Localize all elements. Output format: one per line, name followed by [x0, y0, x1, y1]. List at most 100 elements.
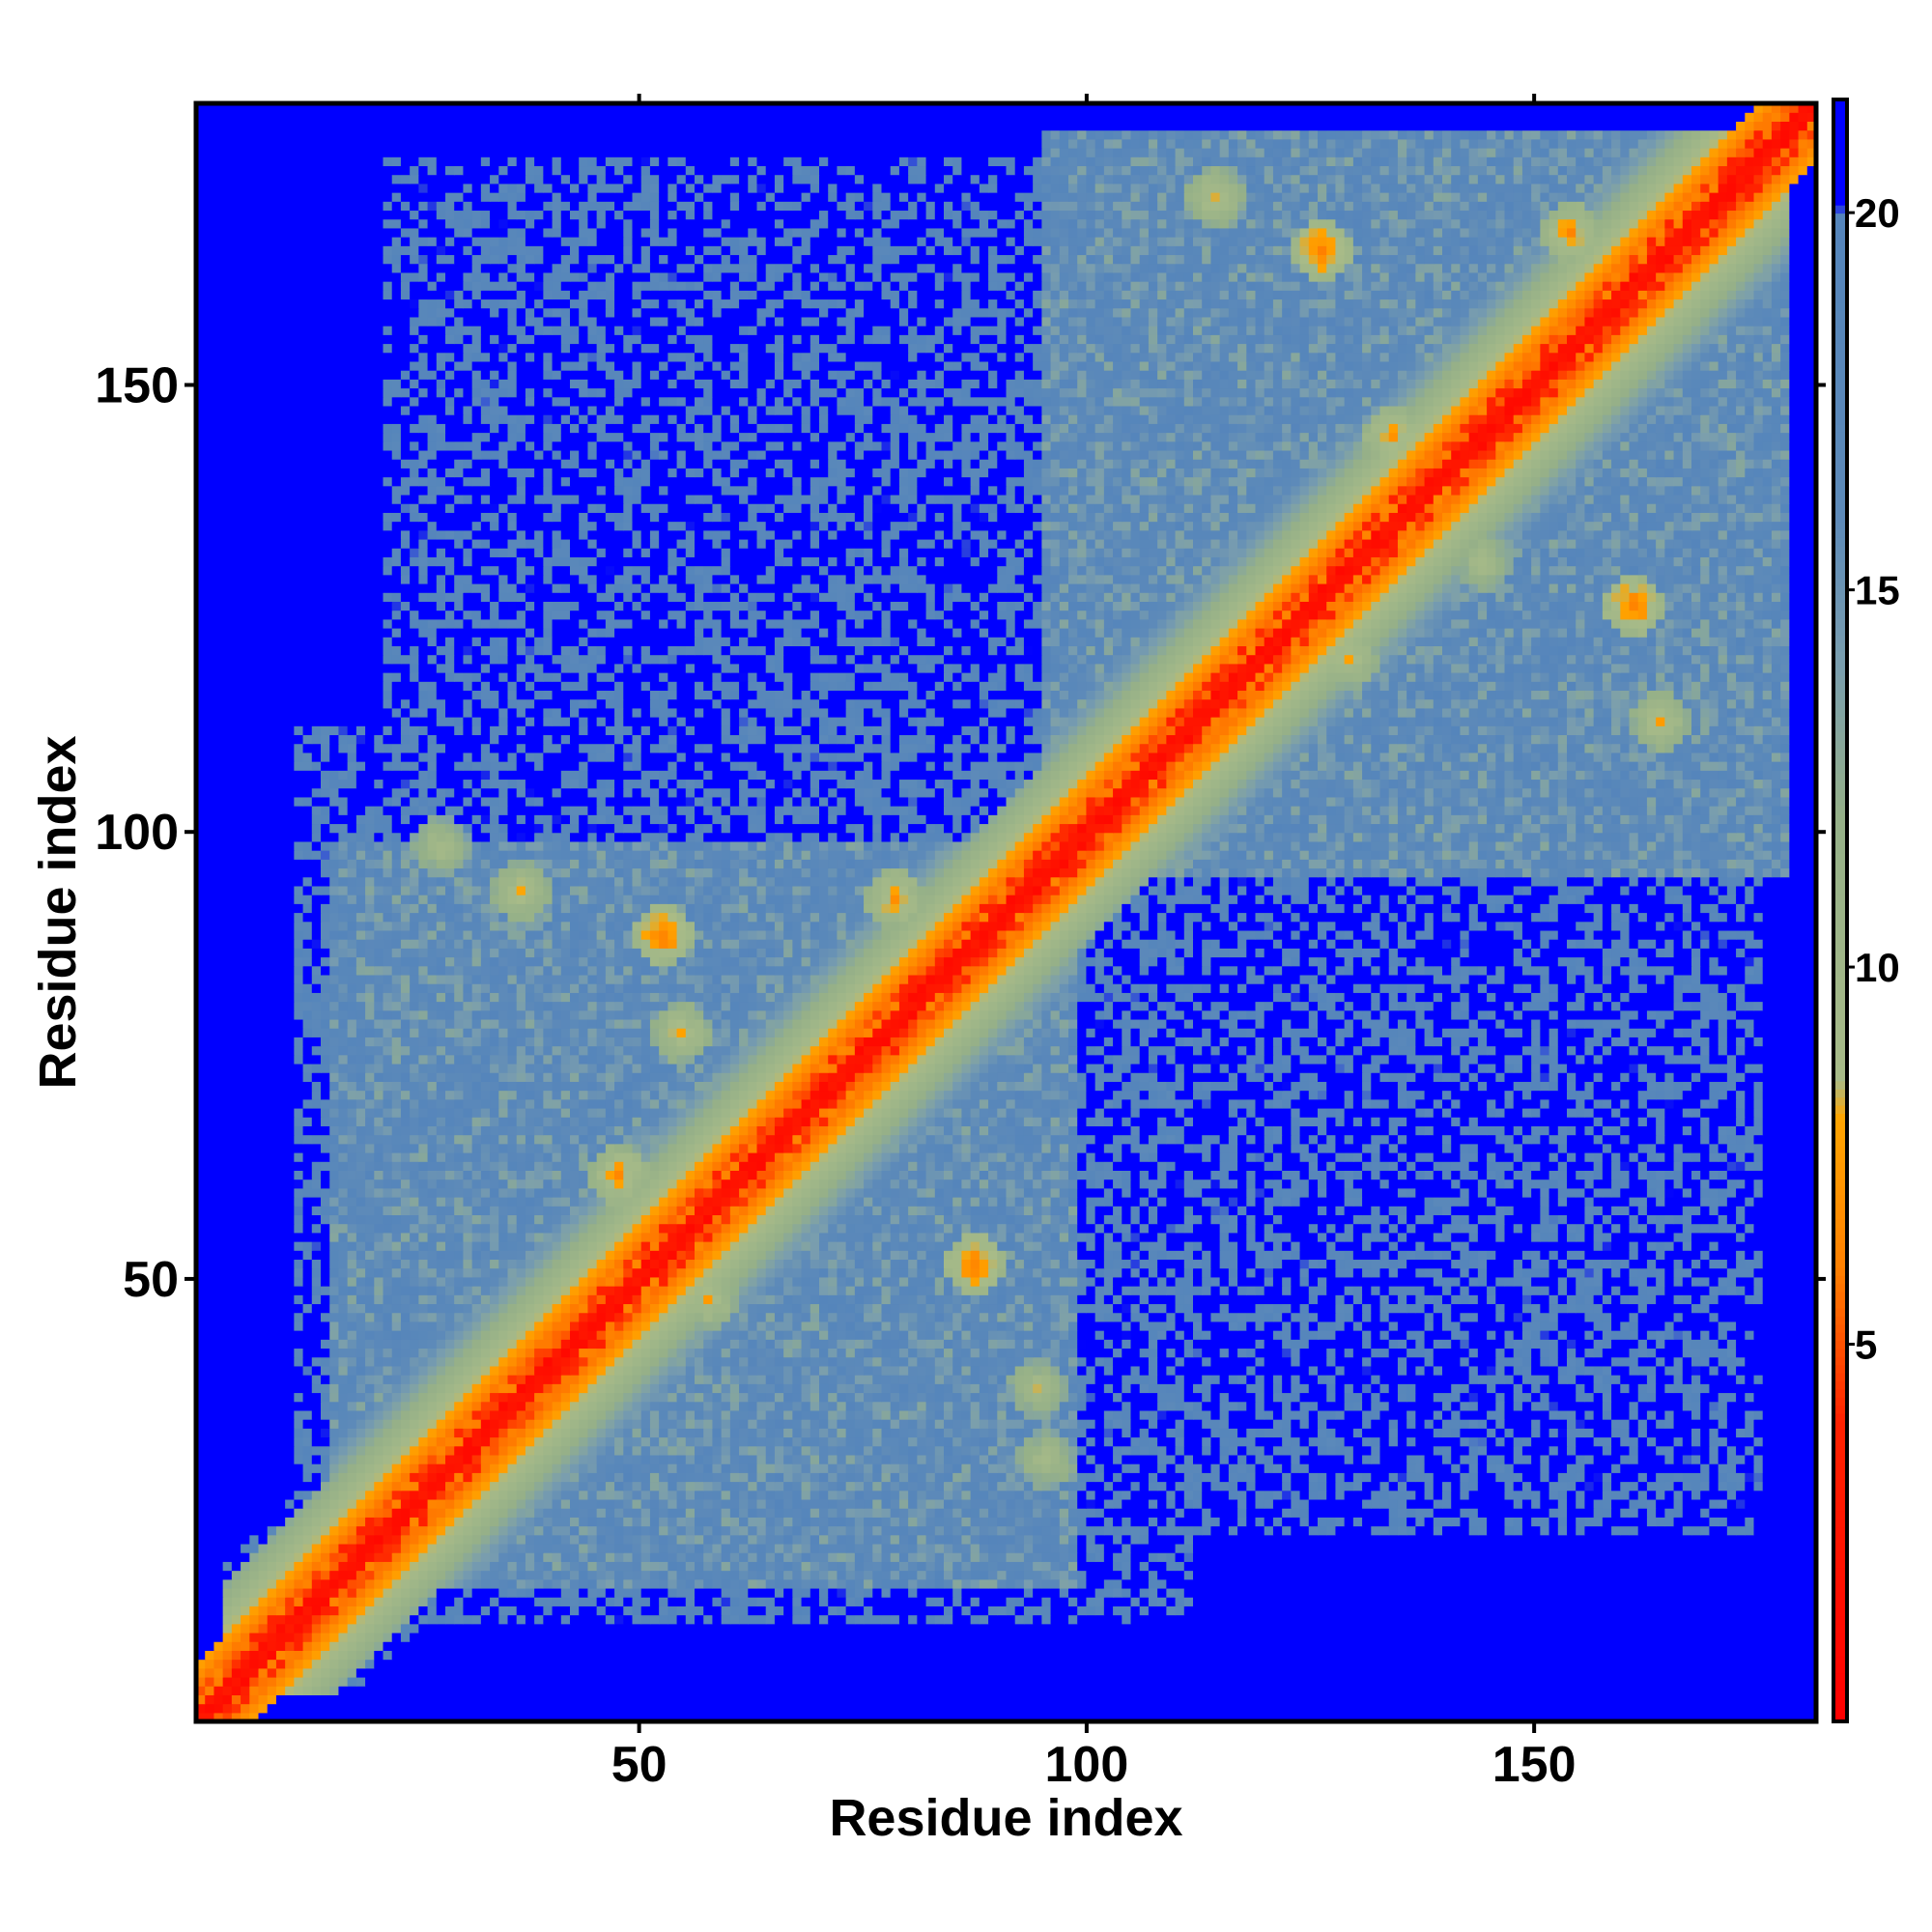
- heatmap-cell: [1709, 1472, 1719, 1483]
- heatmap-cell: [1246, 1321, 1257, 1331]
- heatmap-cell: [1122, 1472, 1150, 1483]
- heatmap-cell: [1593, 1409, 1604, 1420]
- heatmap-cell: [587, 1409, 598, 1420]
- heatmap-cell: [498, 1508, 509, 1518]
- heatmap-cell: [1576, 1365, 1586, 1376]
- heatmap-cell: [1753, 1294, 1764, 1305]
- heatmap-cell: [525, 1614, 535, 1625]
- heatmap-cell: [1424, 1481, 1435, 1492]
- heatmap-cell: [881, 1525, 892, 1536]
- heatmap-cell: [668, 1481, 678, 1492]
- heatmap-cell: [944, 1597, 953, 1606]
- heatmap-cell: [783, 1348, 793, 1358]
- heatmap-cell: [1050, 1401, 1061, 1411]
- heatmap-cell: [427, 1534, 438, 1545]
- heatmap-cell: [1210, 1356, 1257, 1367]
- heatmap-cell: [1059, 1294, 1069, 1305]
- heatmap-cell: [676, 1339, 687, 1350]
- heatmap-cell: [1050, 1321, 1061, 1331]
- heatmap-cell: [347, 1534, 357, 1545]
- heatmap-cell: [436, 1286, 446, 1295]
- heatmap-cell: [1468, 1294, 1479, 1305]
- heatmap-cell: [1451, 1445, 1470, 1456]
- heatmap-cell: [570, 1587, 580, 1598]
- heatmap-cell: [1397, 1383, 1407, 1394]
- heatmap-cell: [1521, 1365, 1532, 1376]
- heatmap-cell: [347, 1623, 357, 1634]
- heatmap-cell: [1077, 1472, 1088, 1483]
- heatmap-cell: [1718, 1481, 1728, 1492]
- heatmap-cell: [1557, 1339, 1568, 1350]
- heatmap-cell: [267, 1614, 277, 1625]
- heatmap-cell: [552, 1321, 571, 1331]
- heatmap-cell: [463, 1428, 473, 1438]
- heatmap-cell: [365, 1339, 375, 1350]
- heatmap-cell: [1691, 1409, 1701, 1420]
- heatmap-cell: [365, 1623, 375, 1634]
- heatmap-cell: [898, 1303, 909, 1314]
- heatmap-cell: [845, 1339, 856, 1350]
- heatmap-cell: [890, 1392, 900, 1403]
- heatmap-cell: [988, 1508, 998, 1518]
- heatmap-cell: [454, 1286, 465, 1295]
- heatmap-cell: [525, 1587, 535, 1598]
- heatmap-cell: [338, 1543, 349, 1553]
- heatmap-cell: [1576, 1409, 1586, 1420]
- heatmap-cell: [570, 1428, 580, 1438]
- heatmap-cell: [614, 1436, 624, 1447]
- heatmap-cell: [756, 1330, 767, 1340]
- heatmap-cell: [436, 1508, 446, 1518]
- heatmap-cell: [1557, 1348, 1568, 1358]
- heatmap-cell: [516, 1375, 526, 1384]
- heatmap-cell: [721, 1587, 731, 1598]
- heatmap-cell: [632, 1490, 642, 1500]
- heatmap-cell: [1050, 1445, 1061, 1456]
- heatmap-cell: [516, 1463, 526, 1473]
- heatmap-cell: [934, 1543, 945, 1553]
- heatmap-cell: [258, 1543, 269, 1553]
- heatmap-cell: [1157, 1525, 1167, 1536]
- heatmap-cell: [1282, 1348, 1292, 1358]
- heatmap-cell: [471, 1454, 482, 1464]
- heatmap-cell: [1041, 1498, 1052, 1509]
- heatmap-cell: [1362, 1303, 1372, 1314]
- heatmap-cell: [355, 1490, 366, 1500]
- heatmap-cell: [321, 1570, 330, 1580]
- heatmap-cell: [1014, 1312, 1025, 1322]
- heatmap-cell: [864, 1339, 873, 1350]
- heatmap-cell: [534, 1321, 544, 1331]
- heatmap-cell: [534, 1481, 544, 1492]
- heatmap-cell: [1023, 1294, 1034, 1305]
- heatmap-cell: [997, 1409, 1008, 1420]
- heatmap-cell: [1531, 1392, 1541, 1403]
- heatmap-cell: [845, 1561, 856, 1572]
- heatmap-cell: [1299, 1312, 1310, 1322]
- heatmap-cell: [756, 1481, 767, 1492]
- heatmap-cell: [944, 1490, 953, 1500]
- heatmap-cell: [471, 1614, 482, 1625]
- heatmap-cell: [979, 1419, 989, 1429]
- heatmap-cell: [1318, 1481, 1327, 1492]
- heatmap-cell: [668, 1356, 678, 1367]
- heatmap-cell: [1646, 1330, 1657, 1340]
- heatmap-cell: [1611, 1428, 1621, 1438]
- heatmap-cell: [952, 1561, 963, 1572]
- heatmap-cell: [695, 1614, 704, 1625]
- heatmap-cell: [596, 1587, 607, 1598]
- heatmap-cell: [614, 1375, 624, 1384]
- heatmap-cell: [1629, 1365, 1639, 1376]
- heatmap-cell: [1166, 1312, 1177, 1322]
- heatmap-cell: [445, 1454, 455, 1464]
- heatmap-cell: [365, 1463, 375, 1473]
- heatmap-cell: [400, 1508, 411, 1518]
- heatmap-cell: [1094, 1463, 1105, 1473]
- heatmap-cell: [1237, 1445, 1247, 1456]
- heatmap-cell: [1291, 1454, 1301, 1464]
- heatmap-cell: [1433, 1392, 1443, 1403]
- heatmap-cell: [1567, 1436, 1577, 1447]
- heatmap-cell: [480, 1561, 491, 1572]
- heatmap-cell: [614, 1409, 624, 1420]
- heatmap-cell: [952, 1375, 963, 1384]
- heatmap-cell: [1664, 1321, 1675, 1331]
- heatmap-cell: [579, 1587, 589, 1598]
